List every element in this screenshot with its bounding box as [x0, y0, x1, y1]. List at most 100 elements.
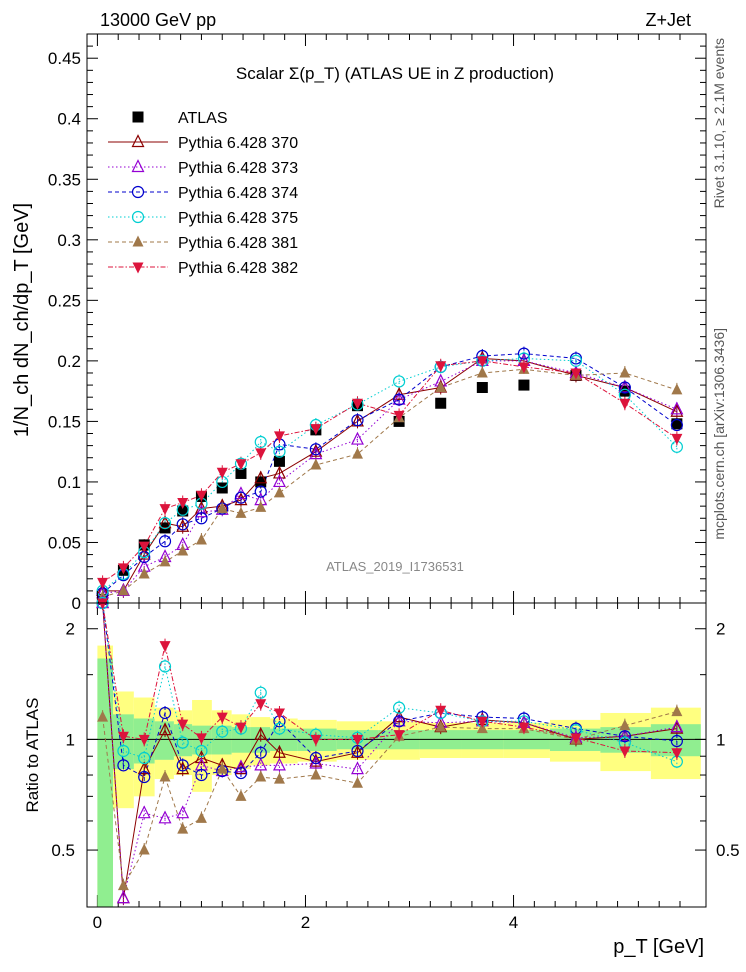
- ratio-point-pythia-6-428-382: [393, 730, 405, 742]
- ratio-point-pythia-6-428-370: [176, 761, 190, 775]
- data-point-atlas: [671, 418, 683, 430]
- data-point-pythia-6-428-381: [117, 584, 129, 596]
- y-tick-label: 0.05: [48, 533, 81, 552]
- data-point-pythia-6-428-381: [619, 366, 631, 378]
- ratio-point-pythia-6-428-382: [138, 734, 150, 746]
- data-point-pythia-6-428-381: [435, 381, 447, 393]
- ratio-point-pythia-6-428-370: [351, 744, 364, 758]
- ratio-point-pythia-6-428-370: [158, 722, 172, 736]
- ratio-point-pythia-6-428-381: [671, 705, 683, 717]
- x-tick-label: 2: [301, 913, 310, 932]
- uncertainty-band-inner: [211, 725, 232, 755]
- data-point-pythia-6-428-382: [435, 361, 447, 373]
- ratio-point-pythia-6-428-375: [216, 725, 229, 738]
- data-point-pythia-6-428-373: [618, 379, 632, 393]
- ratio-point-pythia-6-428-382: [671, 748, 683, 760]
- ratio-point-pythia-6-428-374: [176, 759, 189, 772]
- ratio-point-pythia-6-428-381: [235, 789, 247, 801]
- legend-entry-pythia-6-428-381: Pythia 6.428 381: [108, 235, 298, 252]
- data-point-pythia-6-428-382: [671, 433, 683, 445]
- uncertainty-band-inner: [231, 727, 251, 753]
- ratio-point-pythia-6-428-382: [570, 733, 582, 745]
- ratio-point-pythia-6-428-373: [392, 713, 406, 727]
- data-point-atlas: [255, 476, 267, 488]
- x-axis-label: p_T [GeV]: [613, 936, 704, 958]
- data-point-pythia-6-428-382: [235, 459, 247, 471]
- data-point-pythia-6-428-382: [393, 410, 405, 422]
- data-point-pythia-6-428-382: [273, 431, 285, 443]
- legend-label: ATLAS: [178, 110, 228, 127]
- ratio-point-pythia-6-428-381: [117, 879, 129, 891]
- header-left: 13000 GeV pp: [100, 10, 216, 30]
- data-point-pythia-6-428-381: [216, 502, 228, 514]
- data-point-pythia-6-428-374: [195, 512, 208, 525]
- ratio-point-pythia-6-428-375: [158, 660, 172, 673]
- data-point-atlas: [518, 379, 530, 391]
- legend-entry-atlas: ATLAS: [132, 110, 228, 127]
- legend-marker: [131, 134, 145, 148]
- data-point-pythia-6-428-374: [158, 535, 172, 548]
- data-point-pythia-6-428-373: [670, 401, 684, 415]
- ratio-point-pythia-6-428-373: [234, 759, 248, 773]
- y-tick-label: 0.1: [57, 473, 81, 492]
- ratio-point-pythia-6-428-382: [476, 716, 488, 728]
- data-point-atlas: [235, 467, 247, 479]
- data-point-pythia-6-428-382: [159, 504, 171, 516]
- ratio-point-pythia-6-428-381: [255, 770, 267, 782]
- legend-label: Pythia 6.428 374: [178, 185, 298, 202]
- legend-marker: [131, 185, 145, 199]
- legend-entry-pythia-6-428-370: Pythia 6.428 370: [108, 134, 298, 152]
- ratio-point-pythia-6-428-370: [254, 726, 268, 740]
- ratio-point-pythia-6-428-381: [351, 776, 363, 788]
- ratio-point-pythia-6-428-382: [619, 746, 631, 758]
- legend-marker: [132, 111, 144, 123]
- data-point-pythia-6-428-381: [671, 383, 683, 395]
- data-point-pythia-6-428-382: [177, 498, 189, 510]
- ratio-point-pythia-6-428-370: [670, 720, 684, 734]
- ratio-y-tick-label-right: 2: [716, 620, 725, 639]
- legend: ATLAS Pythia 6.428 370 Pythia 6.428 373 Pyt…: [108, 110, 298, 277]
- y-tick-label: 0.3: [57, 231, 81, 250]
- x-tick-label: 0: [93, 913, 102, 932]
- legend-marker: [132, 262, 144, 274]
- legend-label: Pythia 6.428 373: [178, 160, 298, 177]
- data-point-pythia-6-428-382: [518, 362, 530, 374]
- data-point-pythia-6-428-381: [177, 544, 189, 556]
- ratio-point-pythia-6-428-370: [194, 750, 208, 764]
- ratio-y-axis-label: Ratio to ATLAS: [23, 698, 42, 813]
- ratio-point-pythia-6-428-373: [618, 728, 632, 742]
- ratio-y-tick-label: 2: [66, 620, 75, 639]
- ratio-point-pythia-6-428-374: [138, 770, 151, 784]
- ratio-point-pythia-6-428-375: [117, 744, 130, 758]
- ratio-point-pythia-6-428-374: [670, 734, 683, 748]
- ratio-panel: 0.5 0.5 1 1 2 2 0 2 4 Ratio to ATLAS p_T [GeV]: [23, 595, 740, 958]
- data-point-pythia-6-428-382: [351, 398, 363, 410]
- data-point-pythia-6-428-370: [158, 515, 172, 529]
- legend-label: Pythia 6.428 370: [178, 135, 298, 152]
- data-point-atlas: [273, 455, 285, 467]
- legend-entry-pythia-6-428-382: Pythia 6.428 382: [108, 260, 298, 277]
- y-tick-label: 0.45: [48, 49, 81, 68]
- data-point-pythia-6-428-382: [138, 541, 150, 553]
- ratio-point-pythia-6-428-382: [518, 722, 530, 734]
- data-point-pythia-6-428-373: [194, 504, 208, 518]
- ratio-point-pythia-6-428-373: [272, 757, 286, 771]
- rivet-label: Rivet 3.1.10, ≥ 2.1M events: [711, 38, 727, 208]
- x-tick-label: 4: [509, 913, 518, 932]
- ratio-point-pythia-6-428-381: [177, 822, 189, 834]
- data-point-pythia-6-428-382: [619, 398, 631, 410]
- ratio-point-pythia-6-428-370: [272, 744, 286, 758]
- main-panel: 0 0.05 0.1 0.15 0.2 0.25 0.3 0.35 0.4 0.45 Scalar…: [11, 33, 707, 907]
- data-point-atlas: [177, 505, 189, 517]
- ratio-point-pythia-6-428-373: [351, 761, 364, 775]
- ratio-y-tick-label-right: 0.5: [716, 841, 740, 860]
- ratio-point-pythia-6-428-381: [216, 762, 228, 774]
- y-tick-label: 0.4: [57, 110, 81, 129]
- ratio-point-pythia-6-428-374: [254, 746, 267, 759]
- data-point-pythia-6-428-374: [254, 485, 267, 498]
- ratio-point-pythia-6-428-375: [195, 744, 208, 758]
- data-point-pythia-6-428-381: [235, 506, 247, 518]
- data-point-pythia-6-428-382: [97, 577, 109, 589]
- ratio-point-pythia-6-428-374: [234, 766, 248, 780]
